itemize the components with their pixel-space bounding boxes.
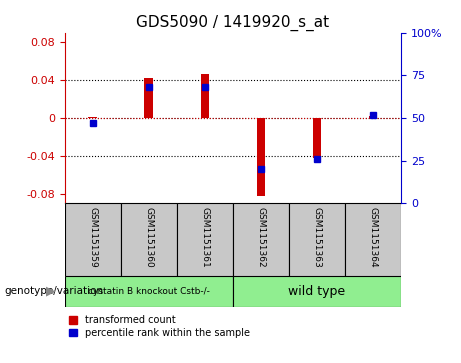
Title: GDS5090 / 1419920_s_at: GDS5090 / 1419920_s_at — [136, 15, 329, 31]
Bar — [233, 203, 289, 276]
Bar — [289, 203, 345, 276]
Bar — [65, 203, 121, 276]
Bar — [369, 116, 377, 118]
Bar — [144, 78, 153, 118]
Text: ▶: ▶ — [46, 285, 55, 298]
Bar — [89, 117, 97, 118]
Bar — [121, 203, 177, 276]
Text: GSM1151361: GSM1151361 — [200, 207, 209, 268]
Text: wild type: wild type — [289, 285, 345, 298]
Bar — [201, 74, 209, 118]
Text: GSM1151362: GSM1151362 — [256, 207, 266, 268]
Text: GSM1151359: GSM1151359 — [88, 207, 97, 268]
Text: genotype/variation: genotype/variation — [5, 286, 104, 296]
Bar — [177, 203, 233, 276]
Text: GSM1151360: GSM1151360 — [144, 207, 153, 268]
Text: GSM1151363: GSM1151363 — [313, 207, 321, 268]
Bar — [257, 118, 265, 196]
Text: GSM1151364: GSM1151364 — [368, 207, 378, 268]
Bar — [345, 203, 401, 276]
Bar — [233, 276, 401, 307]
Bar — [65, 276, 233, 307]
Bar — [313, 118, 321, 158]
Legend: transformed count, percentile rank within the sample: transformed count, percentile rank withi… — [70, 315, 250, 338]
Text: cystatin B knockout Cstb-/-: cystatin B knockout Cstb-/- — [88, 287, 210, 296]
